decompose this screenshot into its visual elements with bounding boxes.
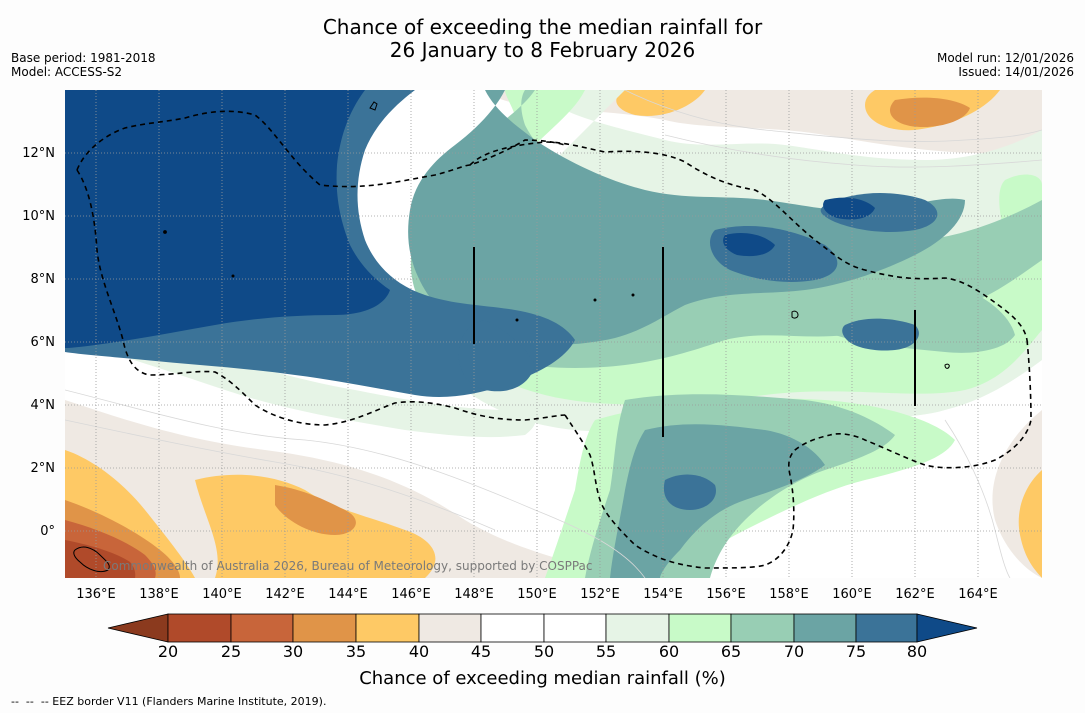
meta-right: Model run: 12/01/2026 Issued: 14/01/2026 — [937, 51, 1074, 79]
zone-70-75 — [375, 90, 965, 345]
island-kosrae — [791, 310, 799, 319]
legend-tick-40: 40 — [408, 642, 430, 661]
colorbar-segment-55-60 — [605, 613, 670, 643]
legend-tick-20: 20 — [157, 642, 179, 661]
graticule — [65, 90, 1042, 578]
meta-left: Base period: 1981-2018 Model: ACCESS-S2 — [11, 51, 156, 79]
model-name: Model: ACCESS-S2 — [11, 65, 123, 79]
colorbar-segments — [167, 613, 918, 643]
colorbar-segment-65-70 — [730, 613, 795, 643]
island-ulithi — [369, 101, 378, 111]
island-pohnpei — [944, 363, 950, 369]
legend-tick-80: 80 — [906, 642, 928, 661]
colorbar — [107, 613, 978, 643]
colorbar-segment-45-50 — [480, 613, 545, 643]
eez-borders — [76, 110, 1032, 569]
map-title-line-2: 26 January to 8 February 2026 — [389, 38, 696, 62]
lon-label-136e: 136°E — [76, 587, 116, 602]
copyright-text: Commonwealth of Australia 2026, Bureau o… — [103, 559, 593, 573]
colorbar-segment-40-45 — [418, 613, 482, 643]
lat-label-4n: 4°N — [30, 398, 56, 413]
contour-lines — [65, 90, 1042, 578]
legend-tick-50: 50 — [533, 642, 555, 661]
zone-75-80-south — [663, 474, 716, 510]
colorbar-segment-25-30 — [230, 613, 294, 643]
lat-label-6n: 6°N — [30, 335, 56, 350]
lon-label-140e: 140°E — [202, 587, 242, 602]
colorbar-segment-60-65 — [668, 613, 732, 643]
legend-tick-45: 45 — [470, 642, 492, 661]
eez-border-fsm-north — [469, 141, 1028, 341]
legend-tick-55: 55 — [595, 642, 617, 661]
lon-label-156e: 156°E — [706, 587, 746, 602]
island-new-guinea — [73, 546, 110, 573]
eez-border-palau-south — [76, 169, 566, 426]
zone-above-80-patch — [823, 197, 875, 220]
zone-75-80-mid-1 — [458, 320, 535, 392]
model-run: Model run: 12/01/2026 — [936, 51, 1074, 65]
lon-label-154e: 154°E — [643, 587, 683, 602]
colorbar-title: Chance of exceeding median rainfall (%) — [0, 668, 1085, 690]
rainfall-map: Commonwealth of Australia 2026, Bureau o… — [65, 90, 1042, 578]
colorbar-low-extension — [107, 613, 169, 643]
lon-label-142e: 142°E — [265, 587, 305, 602]
eez-footnote: -- -- -- EEZ border V11 (Flanders Marine… — [11, 695, 327, 708]
lat-label-2n: 2°N — [30, 461, 56, 476]
lon-label-138e: 138°E — [139, 587, 179, 602]
zone-above-80-patch-2 — [723, 233, 775, 257]
zone-35-40-east — [1018, 470, 1042, 578]
lon-label-152e: 152°E — [580, 587, 620, 602]
lat-label-0: 0° — [40, 524, 55, 539]
lon-label-150e: 150°E — [517, 587, 557, 602]
colorbar-segment-35-40 — [355, 613, 420, 643]
zone-40-45-south — [65, 400, 625, 578]
issued-date: Issued: 14/01/2026 — [958, 65, 1074, 79]
island-dot — [593, 298, 597, 302]
zone-30-35-north — [890, 97, 970, 128]
lon-label-164e: 164°E — [958, 587, 998, 602]
legend-tick-25: 25 — [220, 642, 242, 661]
zone-75-80-east — [842, 318, 919, 351]
zone-70-75-south — [610, 424, 825, 578]
base-period: Base period: 1981-2018 — [11, 51, 156, 65]
legend-tick-60: 60 — [658, 642, 680, 661]
colorbar-segment-50-55 — [543, 613, 607, 643]
lon-label-148e: 148°E — [454, 587, 494, 602]
colorbar-segment-75-80 — [855, 613, 918, 643]
island-dot — [631, 293, 635, 297]
zone-20-25-southwest — [65, 540, 136, 578]
region-bars — [473, 247, 916, 437]
map-title-line-1: Chance of exceeding the median rainfall … — [322, 15, 763, 39]
lon-label-146e: 146°E — [391, 587, 431, 602]
lat-label-10n: 10°N — [22, 209, 55, 224]
lon-label-158e: 158°E — [769, 587, 809, 602]
lon-label-160e: 160°E — [832, 587, 872, 602]
island-dot — [515, 318, 519, 322]
colorbar-segment-70-75 — [793, 613, 857, 643]
lat-label-8n: 8°N — [30, 272, 56, 287]
legend-tick-70: 70 — [783, 642, 805, 661]
colorbar-segment-20-25 — [167, 613, 232, 643]
islands — [73, 101, 950, 573]
lat-label-12n: 12°N — [22, 146, 55, 161]
legend-tick-35: 35 — [345, 642, 367, 661]
lon-label-144e: 144°E — [328, 587, 368, 602]
colorbar-high-extension — [916, 613, 978, 643]
zone-30-35-south — [275, 485, 356, 535]
lon-label-162e: 162°E — [895, 587, 935, 602]
island-dot — [163, 230, 167, 234]
colorbar-segment-30-35 — [292, 613, 357, 643]
legend-tick-75: 75 — [845, 642, 867, 661]
colorbar-title-text: Chance of exceeding median rainfall (%) — [359, 668, 726, 689]
legend-tick-30: 30 — [282, 642, 304, 661]
zone-above-80 — [65, 90, 390, 348]
island-dot — [231, 274, 235, 278]
legend-tick-65: 65 — [720, 642, 742, 661]
eez-border-palau-fsm-west — [76, 110, 566, 188]
eez-border-fsm-east — [829, 339, 1032, 469]
